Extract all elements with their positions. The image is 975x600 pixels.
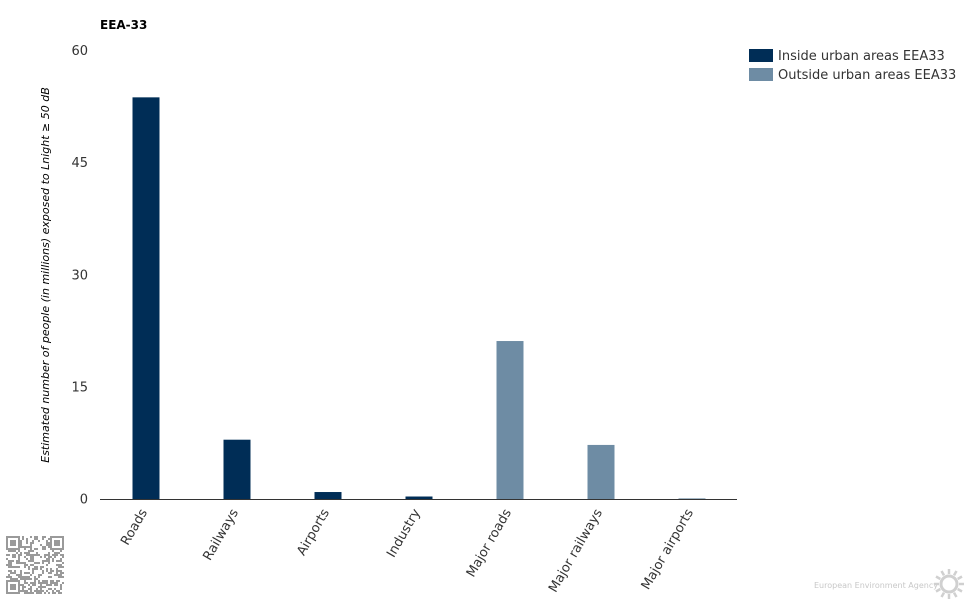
bar[interactable] (223, 439, 251, 500)
eea-logo-icon (934, 569, 964, 599)
bar[interactable] (132, 97, 160, 500)
chart-title: EEA-33 (100, 18, 147, 32)
bar[interactable] (496, 341, 524, 500)
y-axis-label: Estimated number of people (in millions)… (39, 87, 52, 463)
legend: Inside urban areas EEA33 Outside urban a… (749, 49, 956, 83)
y-tick-label: 30 (71, 268, 88, 283)
x-tick-label: Railways (200, 506, 242, 563)
bar[interactable] (678, 498, 706, 500)
y-tick-label: 15 (71, 380, 88, 395)
qr-code-icon (6, 536, 64, 594)
legend-label-outside: Outside urban areas EEA33 (778, 68, 956, 83)
bar[interactable] (405, 496, 433, 500)
legend-label-inside: Inside urban areas EEA33 (778, 49, 945, 64)
y-tick-label: 60 (71, 44, 88, 59)
y-tick-label: 0 (80, 493, 88, 508)
x-tick-label: Roads (118, 506, 151, 548)
x-axis-ticks: Roads Railways Airports Industry Major roads… (118, 506, 697, 595)
legend-swatch-inside (749, 49, 773, 62)
x-tick-label: Industry (384, 506, 424, 560)
x-tick-label: Major airports (639, 506, 697, 592)
y-axis-ticks: 0 15 30 45 60 (71, 44, 88, 508)
bar[interactable] (587, 444, 615, 500)
footer-source: European Environment Agency (814, 581, 938, 590)
bar[interactable] (314, 492, 342, 500)
y-tick-label: 45 (71, 156, 88, 171)
bars (132, 97, 706, 500)
x-tick-label: Airports (294, 506, 333, 558)
legend-swatch-outside (749, 68, 773, 81)
x-tick-label: Major roads (464, 506, 515, 580)
x-tick-label: Major railways (546, 506, 606, 595)
